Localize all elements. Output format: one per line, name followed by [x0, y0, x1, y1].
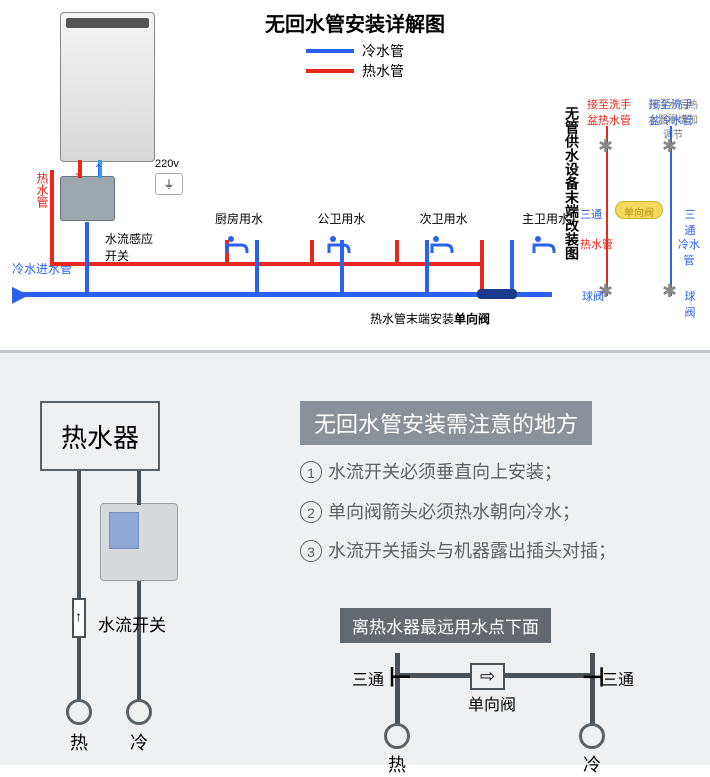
brd-ring-cold	[579, 723, 605, 749]
r-ball2: 球阀	[680, 288, 700, 320]
brd-cold: 冷	[583, 751, 601, 777]
faucet-row: 厨房用水 公卫用水 次卫用水 主卫用水	[215, 210, 570, 259]
brd-valve: 单向阀	[468, 691, 516, 715]
info-list: 1水流开关必须垂直向上安装； 2单向阀箭头必须热水朝向冷水； 3水流开关插头与机…	[300, 453, 616, 572]
brd-ring-hot	[384, 723, 410, 749]
bv-to-ctrl	[137, 471, 141, 505]
faucet-icon	[528, 231, 564, 259]
hot-pipe-label: 热水管	[34, 172, 51, 208]
info-title: 无回水管安装需注意的地方	[300, 401, 592, 445]
legend-cold: 冷水管	[306, 41, 404, 61]
r-vert	[50, 170, 54, 266]
legend-cold-line	[306, 49, 354, 53]
valve-box-arrow: ⇨	[470, 663, 505, 690]
faucet-icon	[221, 231, 257, 259]
legend-hot: 热水管	[306, 61, 404, 81]
arrow-up-icon: ↑	[93, 156, 104, 182]
ring-hot	[66, 699, 92, 725]
container: 无回水管安装详解图 冷水管 热水管 ⏚ 220v ↓ ↑ 热水管 冷水进水管 水…	[0, 0, 710, 765]
r-cold: 冷水管	[678, 236, 700, 268]
controller2	[100, 503, 178, 581]
flow-sensor-label: 水流感应开关	[105, 230, 153, 264]
bv-cold	[137, 581, 141, 703]
arrow-down-icon: ↓	[73, 156, 84, 182]
right-title: 无管供水设备末端改装图	[562, 106, 582, 260]
faucet-icon	[323, 231, 359, 259]
faucet-2: 公卫用水	[317, 210, 365, 259]
joint1: ⊢	[389, 662, 412, 693]
info-item-1: 1水流开关必须垂直向上安装；	[300, 453, 616, 493]
r-tee1: 三通	[580, 206, 602, 222]
flow-switch-label: 水流开关	[98, 611, 166, 636]
gear-icon: ✱	[662, 281, 677, 302]
bottom-diagram: 热水器 ↑ 水流开关 热 冷 无回水管安装需注意的地方 1水流开关必须垂直向上安…	[0, 350, 710, 765]
brd-tee1: 三通	[352, 666, 384, 690]
brd: ⊢ ⊣ ⇨ 三通 三通 单向阀 热 冷	[340, 653, 650, 753]
r-ball1: 球阀	[582, 288, 604, 304]
check-valve-note: 热水管末端安装单向阀	[370, 310, 490, 327]
r-hot: 热水管	[580, 236, 613, 252]
brd-hot: 热	[388, 751, 406, 777]
faucet-icon	[426, 231, 462, 259]
r-top-hot: 接至洗手盆热水管	[584, 96, 634, 128]
controller	[60, 176, 115, 221]
cold-label: 冷	[130, 729, 148, 755]
info-item-2: 2单向阀箭头必须热水朝向冷水；	[300, 493, 616, 533]
right-mini-diagram: 无管供水设备末端改装图 接至洗手盆热水管 接至洗手盆冷水管 开冷水后热水器需增加…	[580, 96, 700, 326]
cold-in-arrow-icon: ▶	[12, 281, 29, 307]
gear-icon: ✱	[662, 136, 677, 157]
ring-cold	[126, 699, 152, 725]
brd-tee2: 三通	[602, 666, 634, 690]
r-valve: 单向阀	[624, 204, 654, 219]
faucet-3: 次卫用水	[420, 210, 468, 259]
legend-hot-line	[306, 69, 354, 73]
r-tee2: 三通	[680, 206, 700, 238]
water-heater	[60, 12, 155, 162]
r-note: 开冷水后热水器需增加调节	[646, 96, 700, 141]
heater-box: 热水器	[40, 401, 160, 471]
outlet-label: 220v	[155, 158, 179, 170]
farthest-bar: 离热水器最远用水点下面	[340, 608, 551, 643]
faucet-3-label: 次卫用水	[420, 210, 468, 227]
b-horiz	[12, 292, 552, 297]
legend-hot-label: 热水管	[362, 61, 404, 81]
bv-hot	[77, 471, 81, 703]
faucet-1: 厨房用水	[215, 210, 263, 259]
top-diagram: 无回水管安装详解图 冷水管 热水管 ⏚ 220v ↓ ↑ 热水管 冷水进水管 水…	[0, 0, 710, 350]
legend-cold-label: 冷水管	[362, 41, 404, 61]
faucet-2-label: 公卫用水	[317, 210, 365, 227]
gear-icon: ✱	[598, 136, 613, 157]
power-outlet: ⏚	[155, 173, 183, 195]
info-item-3: 3水流开关插头与机器露出插头对插；	[300, 532, 616, 572]
check-valve	[477, 289, 517, 299]
faucet-1-label: 厨房用水	[215, 210, 263, 227]
r-horiz	[50, 262, 480, 266]
b-vert-heater	[85, 222, 89, 295]
hot-label: 热	[70, 729, 88, 755]
